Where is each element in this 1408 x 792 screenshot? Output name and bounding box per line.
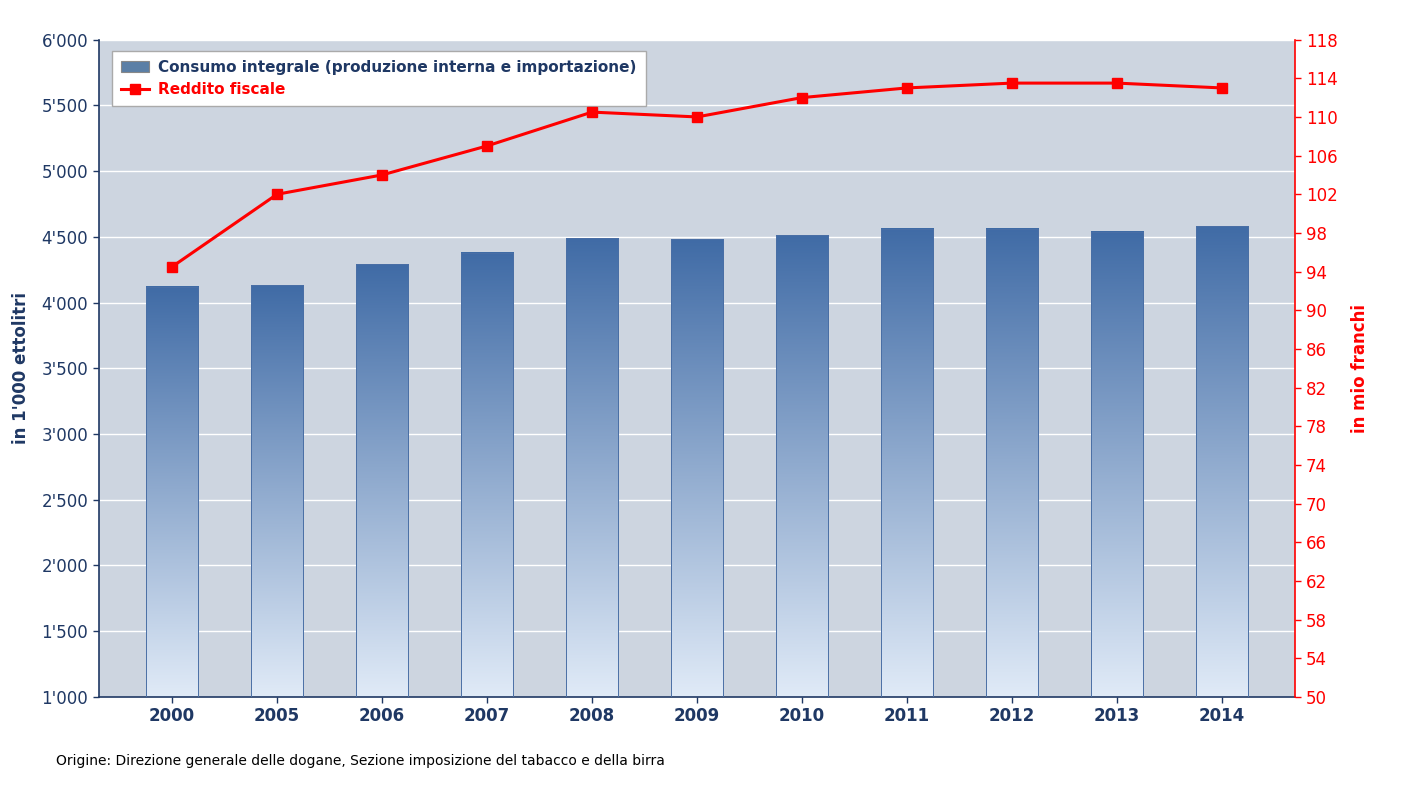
Bar (146, 287, 199, 697)
Bar (986, 229, 1038, 697)
Bar (251, 285, 303, 697)
Bar (356, 265, 408, 697)
Legend: Consumo integrale (produzione interna e importazione), Reddito fiscale: Consumo integrale (produzione interna e … (113, 51, 645, 106)
Bar (566, 238, 618, 697)
Bar (880, 229, 934, 697)
Y-axis label: in 1'000 ettolitri: in 1'000 ettolitri (13, 292, 31, 444)
Bar (776, 235, 828, 697)
Bar (1091, 231, 1143, 697)
Bar (670, 239, 724, 697)
Bar (1195, 227, 1247, 697)
Y-axis label: in mio franchi: in mio franchi (1352, 304, 1370, 432)
Text: Origine: Direzione generale delle dogane, Sezione imposizione del tabacco e dell: Origine: Direzione generale delle dogane… (56, 754, 665, 768)
Bar (460, 253, 514, 697)
